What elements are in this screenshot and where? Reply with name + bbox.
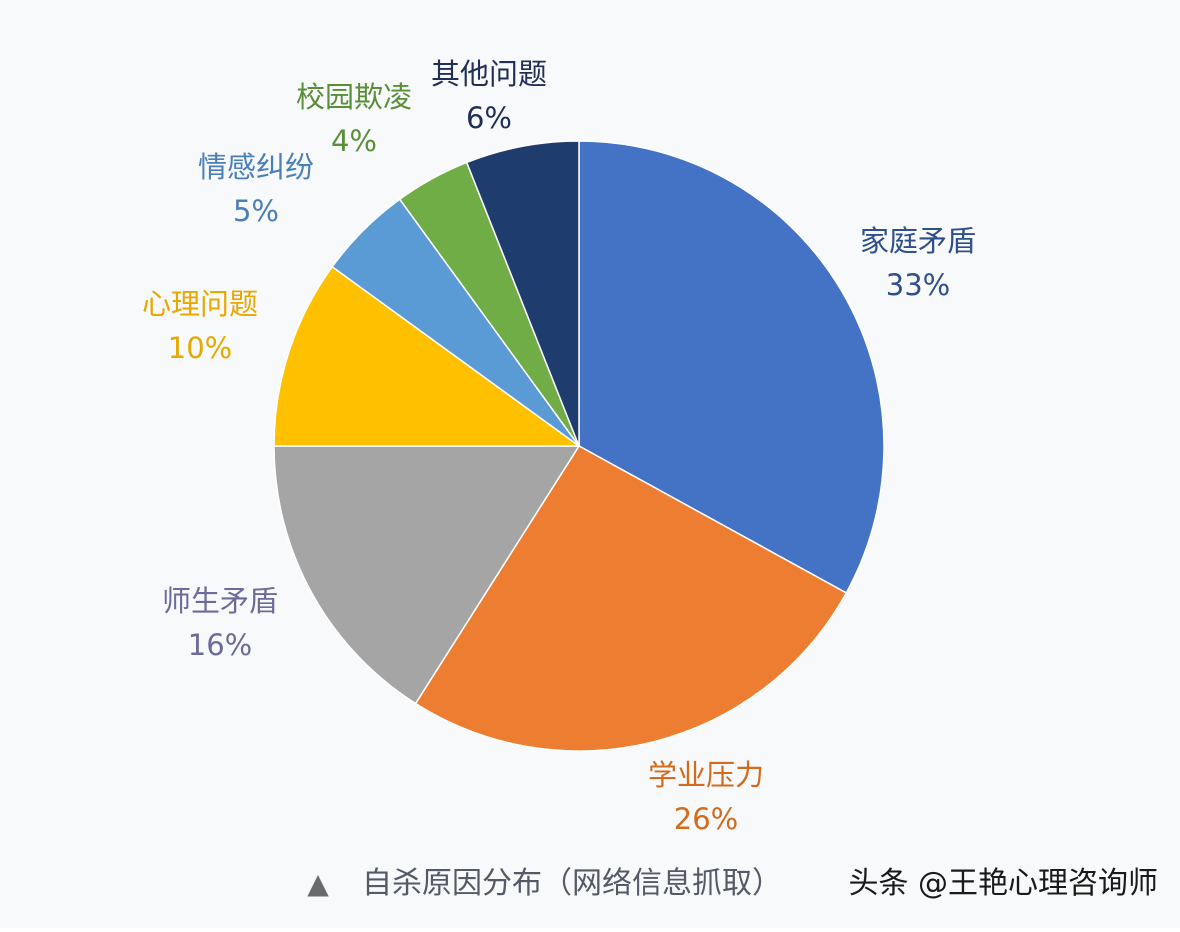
- pie-label-1: 家庭矛盾: [860, 224, 976, 258]
- pie-labels: 家庭矛盾 33% 学业压力 26% 师生矛盾 16% 心理问题 10% 情感纠纷 5% 校园欺凌 4%…: [142, 57, 976, 836]
- pie-percent-label-3: 16%: [188, 628, 252, 662]
- pie-percent-label-4: 10%: [168, 331, 232, 365]
- pie-slice-7: [465, 140, 580, 447]
- pie-slice-4: [273, 265, 582, 447]
- pie-slice-2: [414, 445, 848, 752]
- pie-label-7: 其他问题: [431, 57, 547, 91]
- pie-label-6: 校园欺凌: [296, 80, 412, 114]
- pie-percent-label-7: 6%: [466, 101, 512, 135]
- caption: ▲ 自杀原因分布（网络信息抓取）: [307, 866, 782, 901]
- pie-label-4: 心理问题: [142, 287, 258, 321]
- caption-marker-icon: ▲: [307, 867, 329, 900]
- pie-slice-1: [578, 140, 885, 594]
- pie-percent-label-5: 5%: [233, 194, 279, 228]
- pie-percent-label-2: 26%: [674, 802, 738, 836]
- pie-percent-label-6: 4%: [331, 124, 377, 158]
- pie-percent-label-1: 33%: [886, 268, 950, 302]
- chart-caption: 自杀原因分布（网络信息抓取）: [362, 866, 782, 901]
- pie-label-2: 学业压力: [648, 758, 764, 792]
- pie-slice-3: [273, 445, 581, 705]
- pie-label-3: 师生矛盾: [162, 584, 278, 618]
- watermark: 头条 @王艳心理咨询师: [848, 866, 1158, 901]
- pie-slices: [273, 140, 885, 752]
- pie-label-5: 情感纠纷: [198, 150, 314, 184]
